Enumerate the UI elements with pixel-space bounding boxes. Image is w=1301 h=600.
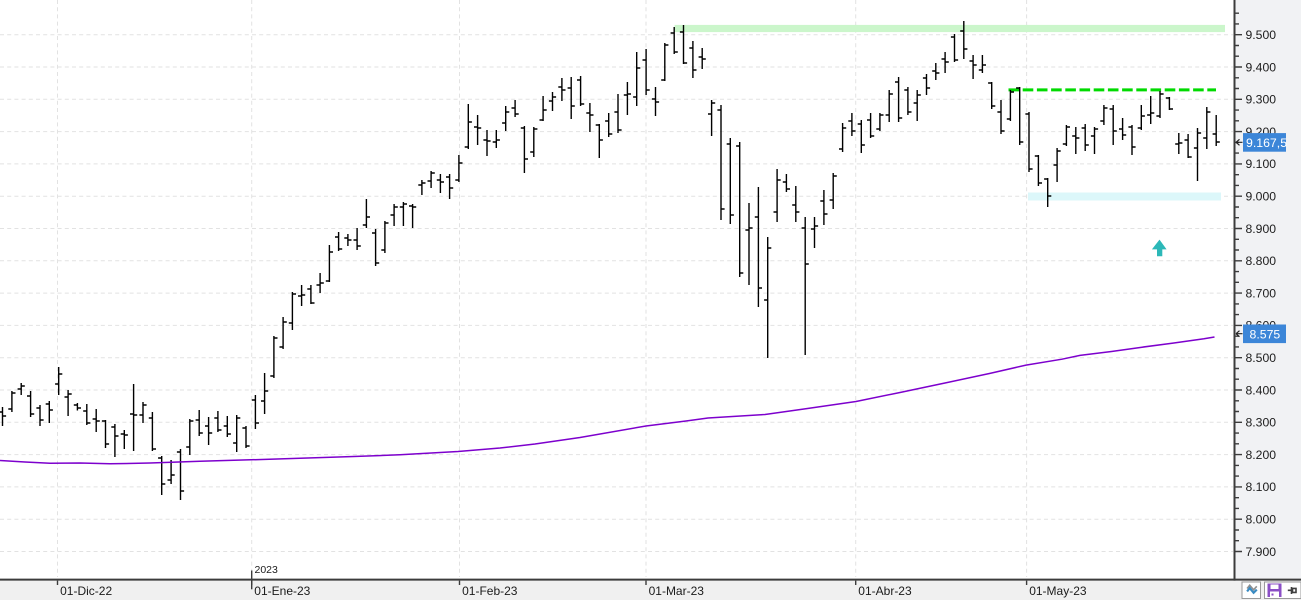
svg-text:9.000: 9.000 — [1246, 190, 1277, 204]
svg-text:8.300: 8.300 — [1246, 416, 1277, 430]
svg-text:9.500: 9.500 — [1246, 28, 1277, 42]
svg-text:8.400: 8.400 — [1246, 383, 1277, 397]
svg-text:01-Abr-23: 01-Abr-23 — [858, 584, 912, 598]
svg-text:8.900: 8.900 — [1246, 222, 1277, 236]
svg-text:9.100: 9.100 — [1246, 157, 1277, 171]
svg-text:8.100: 8.100 — [1246, 480, 1277, 494]
svg-text:8.575: 8.575 — [1250, 327, 1281, 341]
svg-text:01-Ene-23: 01-Ene-23 — [254, 584, 310, 598]
svg-text:8.800: 8.800 — [1246, 254, 1277, 268]
svg-text:9.300: 9.300 — [1246, 93, 1277, 107]
svg-text:8.000: 8.000 — [1246, 513, 1277, 527]
svg-text:01-Feb-23: 01-Feb-23 — [462, 584, 518, 598]
svg-text:9.167,5: 9.167,5 — [1246, 136, 1287, 150]
svg-text:2023: 2023 — [255, 564, 279, 576]
svg-text:7.900: 7.900 — [1246, 545, 1277, 559]
svg-text:9.400: 9.400 — [1246, 60, 1277, 74]
svg-text:8.500: 8.500 — [1246, 351, 1277, 365]
svg-text:8.700: 8.700 — [1246, 286, 1277, 300]
svg-text:01-Dic-22: 01-Dic-22 — [60, 584, 112, 598]
svg-text:8.200: 8.200 — [1246, 448, 1277, 462]
svg-text:01-May-23: 01-May-23 — [1029, 584, 1087, 598]
svg-text:01-Mar-23: 01-Mar-23 — [649, 584, 705, 598]
